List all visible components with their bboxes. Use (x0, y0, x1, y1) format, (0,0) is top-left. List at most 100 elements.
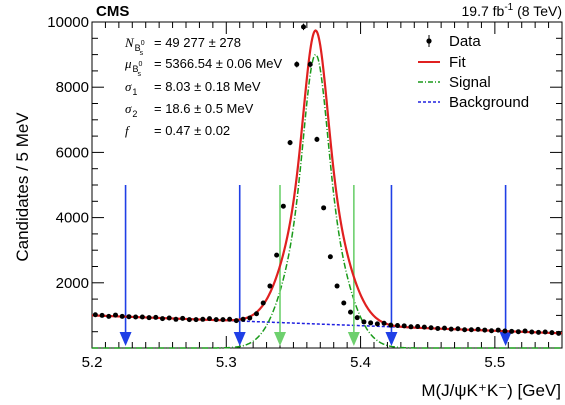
svg-text:Background: Background (449, 94, 529, 111)
data-point (287, 140, 293, 146)
data-point (113, 312, 118, 318)
data-point (200, 316, 206, 322)
data-point (522, 328, 528, 334)
data-point (549, 330, 555, 336)
svg-text:= 49 277 ± 278: = 49 277 ± 278 (154, 35, 241, 50)
legend-entry-fit: Fit (418, 54, 466, 71)
data-point (482, 327, 488, 333)
data-point (435, 325, 441, 331)
data-point (502, 328, 508, 334)
data-point (274, 252, 280, 258)
data-point (166, 315, 172, 321)
data-point (421, 324, 427, 330)
data-point (495, 327, 501, 333)
data-point (348, 309, 353, 315)
y-tick-label: 2000 (56, 275, 89, 292)
data-point (99, 312, 105, 318)
lumi-exponent: -1 (504, 2, 513, 13)
data-point (542, 329, 548, 335)
data-point (509, 328, 515, 334)
data-point (207, 316, 212, 322)
data-point (395, 323, 400, 329)
sideband-arrow-head (385, 332, 398, 346)
luminosity-label: 19.7 fb-1 (8 TeV) (462, 2, 563, 19)
signal-window-arrow-head (274, 332, 286, 346)
data-point (401, 323, 407, 329)
legend-entry-data: Data (426, 33, 481, 50)
data-point (515, 329, 521, 335)
data-point (153, 314, 159, 320)
data-point (415, 323, 421, 329)
data-point (280, 203, 286, 209)
data-point (180, 315, 186, 321)
plot-area: 5.2 5.3 5.4 5.5 2000 4000 6000 8000 10000 (47, 14, 563, 371)
svg-text:= 0.47 ± 0.02: = 0.47 ± 0.02 (154, 123, 230, 138)
svg-text:Fit: Fit (449, 54, 466, 71)
data-point (139, 314, 145, 320)
data-point (213, 317, 219, 323)
legend-entry-signal: Signal (418, 74, 491, 91)
legend: Data Fit Signal Background (418, 33, 529, 111)
y-axis-label: Candidates / 5 MeV (13, 112, 32, 262)
data-point (334, 283, 340, 289)
energy-label: (8 TeV) (513, 3, 562, 19)
data-point (160, 316, 165, 322)
fit-param-row: μB0 s = 5366.54 ± 0.06 MeV (124, 56, 283, 78)
data-point (106, 313, 112, 319)
sideband-arrow-head (499, 332, 512, 346)
data-point (388, 322, 394, 328)
data-point (119, 313, 125, 319)
svg-text:Data: Data (449, 33, 481, 50)
data-point (227, 316, 233, 322)
data-point (381, 320, 387, 326)
experiment-label: CMS (96, 3, 129, 20)
data-point (536, 329, 541, 335)
svg-text:= 18.6 ± 0.5 MeV: = 18.6 ± 0.5 MeV (154, 101, 254, 116)
x-tick-label: 5.4 (350, 354, 371, 371)
data-point (556, 330, 562, 336)
data-point (529, 329, 535, 335)
sideband-arrow-head (119, 332, 132, 346)
y-tick-label: 10000 (47, 14, 89, 31)
legend-marker-data (426, 38, 432, 44)
fit-param-row: σ2 = 18.6 ± 0.5 MeV (125, 101, 254, 119)
data-point (361, 319, 367, 325)
data-point (468, 327, 474, 333)
svg-text:σ2: σ2 (125, 101, 137, 119)
data-point (260, 300, 266, 306)
data-point (247, 315, 253, 321)
data-point (294, 61, 300, 67)
fit-param-row: f = 0.47 ± 0.02 (125, 123, 230, 138)
svg-text:Signal: Signal (449, 74, 491, 91)
data-point (408, 324, 414, 330)
legend-entry-background: Background (418, 94, 529, 111)
data-point (146, 315, 152, 321)
svg-text:= 5366.54 ± 0.06 MeV: = 5366.54 ± 0.06 MeV (154, 56, 283, 71)
data-point (448, 326, 454, 332)
data-point (92, 312, 98, 318)
data-point (374, 321, 380, 327)
data-point (240, 316, 246, 322)
svg-text:f: f (125, 123, 131, 138)
lumi-value: 19.7 fb (462, 3, 505, 19)
data-point (126, 314, 132, 320)
fit-param-row: σ1 = 8.03 ± 0.18 MeV (125, 79, 261, 97)
data-point (173, 316, 179, 322)
x-tick-label: 5.5 (484, 354, 505, 371)
data-point (301, 24, 306, 30)
data-point (462, 327, 468, 333)
x-tick-label: 5.3 (216, 354, 237, 371)
data-point (186, 317, 192, 323)
data-point (193, 317, 199, 323)
signal-window-arrow-head (347, 332, 360, 346)
data-point (321, 205, 327, 211)
svg-text:σ1: σ1 (125, 79, 137, 97)
sideband-arrow-head (233, 332, 246, 346)
data-point (314, 136, 320, 142)
y-tick-label: 8000 (56, 79, 89, 96)
data-point (489, 328, 494, 334)
data-point (341, 300, 347, 306)
